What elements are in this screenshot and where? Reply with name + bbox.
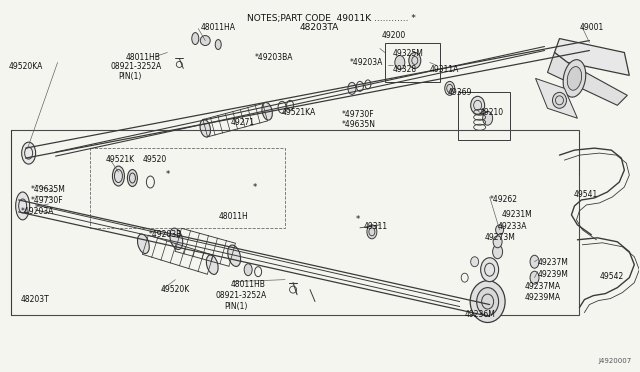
- Text: 48203TA: 48203TA: [300, 23, 339, 32]
- Text: 49236M: 49236M: [465, 310, 495, 318]
- Ellipse shape: [530, 271, 539, 284]
- Text: 49237MA: 49237MA: [525, 282, 561, 291]
- Bar: [458, 92, 509, 140]
- Text: 49311: 49311: [364, 222, 388, 231]
- Ellipse shape: [15, 192, 29, 220]
- Ellipse shape: [470, 257, 479, 267]
- Ellipse shape: [113, 166, 124, 186]
- Ellipse shape: [348, 82, 356, 94]
- Ellipse shape: [127, 170, 138, 186]
- Text: 49001: 49001: [579, 23, 604, 32]
- Ellipse shape: [22, 142, 36, 164]
- Text: 49200: 49200: [382, 31, 406, 39]
- Bar: [385, 42, 440, 82]
- Text: 48011HB: 48011HB: [125, 52, 160, 61]
- Text: 49271: 49271: [230, 118, 254, 127]
- Ellipse shape: [563, 60, 586, 97]
- Polygon shape: [547, 52, 627, 105]
- Ellipse shape: [262, 102, 273, 120]
- Text: *49635N: *49635N: [342, 120, 376, 129]
- Ellipse shape: [200, 36, 210, 45]
- Text: 48011HA: 48011HA: [200, 23, 236, 32]
- Ellipse shape: [192, 33, 199, 45]
- Text: *49203A: *49203A: [350, 58, 383, 67]
- Bar: [11, 130, 579, 314]
- Ellipse shape: [470, 96, 484, 114]
- Text: NOTES;PART CODE  49011K ............ *: NOTES;PART CODE 49011K ............ *: [247, 14, 416, 23]
- Text: *49203A: *49203A: [20, 207, 54, 216]
- Text: *49635M: *49635M: [31, 185, 65, 194]
- Ellipse shape: [138, 234, 149, 253]
- Ellipse shape: [481, 258, 499, 282]
- Text: 49541: 49541: [573, 190, 598, 199]
- Text: 49239M: 49239M: [538, 270, 568, 279]
- Text: 49520K: 49520K: [161, 285, 189, 294]
- Text: 48011H: 48011H: [218, 212, 248, 221]
- Text: 49325M: 49325M: [393, 48, 424, 58]
- Text: *49262: *49262: [490, 195, 518, 204]
- Text: 49520: 49520: [142, 155, 166, 164]
- Ellipse shape: [493, 236, 502, 248]
- Text: 48203T: 48203T: [20, 295, 49, 304]
- Ellipse shape: [206, 255, 218, 275]
- Text: 49542: 49542: [600, 272, 623, 281]
- Ellipse shape: [170, 228, 183, 250]
- Bar: [90, 148, 285, 228]
- Text: 49521KA: 49521KA: [282, 108, 316, 117]
- Text: 49233A: 49233A: [498, 222, 527, 231]
- Ellipse shape: [470, 280, 505, 323]
- Text: 49521K: 49521K: [106, 155, 134, 164]
- Text: *49730F: *49730F: [31, 196, 63, 205]
- Ellipse shape: [493, 245, 502, 259]
- Ellipse shape: [477, 288, 499, 315]
- Polygon shape: [536, 78, 577, 118]
- Text: PIN(1): PIN(1): [224, 302, 248, 311]
- Ellipse shape: [483, 111, 493, 125]
- Text: PIN(1): PIN(1): [118, 73, 142, 81]
- Text: J4920007: J4920007: [598, 358, 631, 364]
- Text: 49369: 49369: [448, 89, 472, 97]
- Text: 49231M: 49231M: [502, 210, 532, 219]
- Text: *49730F: *49730F: [342, 110, 374, 119]
- Ellipse shape: [395, 55, 405, 70]
- Text: 08921-3252A: 08921-3252A: [215, 291, 266, 299]
- Ellipse shape: [367, 225, 377, 239]
- Ellipse shape: [215, 39, 221, 49]
- Ellipse shape: [244, 264, 252, 276]
- Text: 48011HB: 48011HB: [230, 280, 265, 289]
- Ellipse shape: [228, 245, 241, 266]
- Text: *: *: [356, 215, 360, 224]
- Ellipse shape: [552, 92, 566, 108]
- Ellipse shape: [200, 119, 211, 137]
- Ellipse shape: [567, 67, 582, 90]
- Text: *: *: [253, 183, 257, 192]
- Text: *: *: [166, 170, 170, 179]
- Text: 08921-3252A: 08921-3252A: [111, 62, 162, 71]
- Text: 49239MA: 49239MA: [525, 293, 561, 302]
- Ellipse shape: [530, 255, 539, 268]
- Ellipse shape: [445, 81, 454, 95]
- Text: *49203BA: *49203BA: [255, 52, 294, 61]
- Text: *49203B: *49203B: [148, 230, 182, 239]
- Text: 49237M: 49237M: [538, 258, 568, 267]
- Text: 49311A: 49311A: [430, 65, 459, 74]
- Text: 49210: 49210: [479, 108, 504, 117]
- Polygon shape: [554, 39, 629, 76]
- Text: 49520KA: 49520KA: [9, 62, 43, 71]
- Text: 49273M: 49273M: [484, 233, 515, 242]
- Text: 49328: 49328: [393, 65, 417, 74]
- Ellipse shape: [495, 225, 504, 235]
- Ellipse shape: [409, 52, 420, 68]
